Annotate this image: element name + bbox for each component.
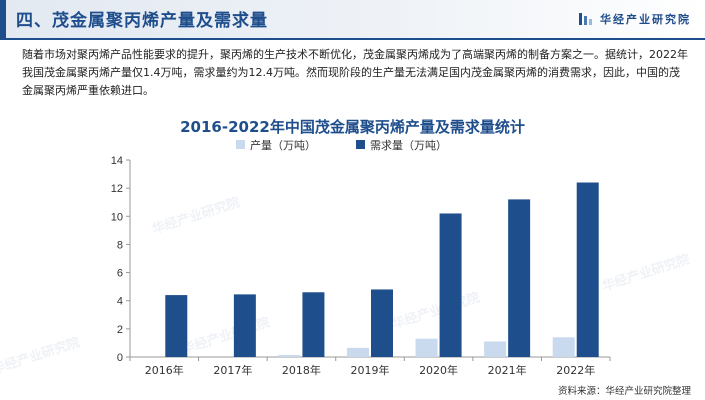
x-tick-label: 2022年 [556, 363, 595, 377]
y-tick-label: 12 [111, 183, 123, 195]
y-tick-label: 6 [117, 268, 123, 280]
y-tick-label: 8 [117, 239, 123, 251]
y-tick-label: 10 [111, 211, 123, 223]
bar-demand [371, 289, 393, 357]
y-tick-label: 0 [117, 352, 123, 364]
bar-demand [165, 295, 188, 357]
x-tick-label: 2017年 [213, 363, 252, 377]
bar-production [347, 347, 369, 357]
legend-swatch-production [236, 140, 245, 149]
legend-label-production: 产量（万吨） [250, 138, 316, 152]
x-tick-label: 2016年 [145, 363, 184, 377]
bar-demand [439, 213, 462, 357]
bar-production [484, 341, 507, 357]
header-accent-bar [0, 0, 6, 38]
brand-name: 华经产业研究院 [600, 13, 691, 26]
y-tick-label: 4 [117, 296, 123, 308]
legend-swatch-demand [356, 140, 365, 149]
legend-label-demand: 需求量（万吨） [370, 139, 447, 152]
x-tick-label: 2019年 [351, 363, 390, 377]
bar-production [552, 337, 575, 357]
intro-paragraph: 随着市场对聚丙烯产品性能要求的提升，聚丙烯的生产技术不断优化，茂金属聚丙烯成为了… [22, 48, 688, 97]
header-divider [0, 38, 705, 40]
bar-demand [233, 294, 256, 357]
bar-production [415, 338, 438, 357]
source-note: 资料来源：华经产业研究院整理 [557, 386, 691, 397]
x-tick-label: 2021年 [488, 363, 527, 377]
x-tick-label: 2020年 [419, 363, 458, 377]
brand-logo-icon [579, 13, 592, 25]
bar-demand [302, 292, 325, 357]
page-header: 四、茂金属聚丙烯产量及需求量 华经产业研究院 [0, 0, 705, 38]
brand: 华经产业研究院 [578, 11, 691, 27]
chart-title: 2016-2022年中国茂金属聚丙烯产量及需求量统计 [180, 118, 525, 136]
bar-demand [508, 199, 531, 357]
bar-demand [576, 182, 599, 357]
page-title: 四、茂金属聚丙烯产量及需求量 [16, 11, 268, 31]
y-tick-label: 2 [117, 324, 123, 336]
y-tick-label: 14 [111, 155, 123, 167]
x-tick-label: 2018年 [282, 363, 321, 377]
bar-production [278, 354, 301, 357]
